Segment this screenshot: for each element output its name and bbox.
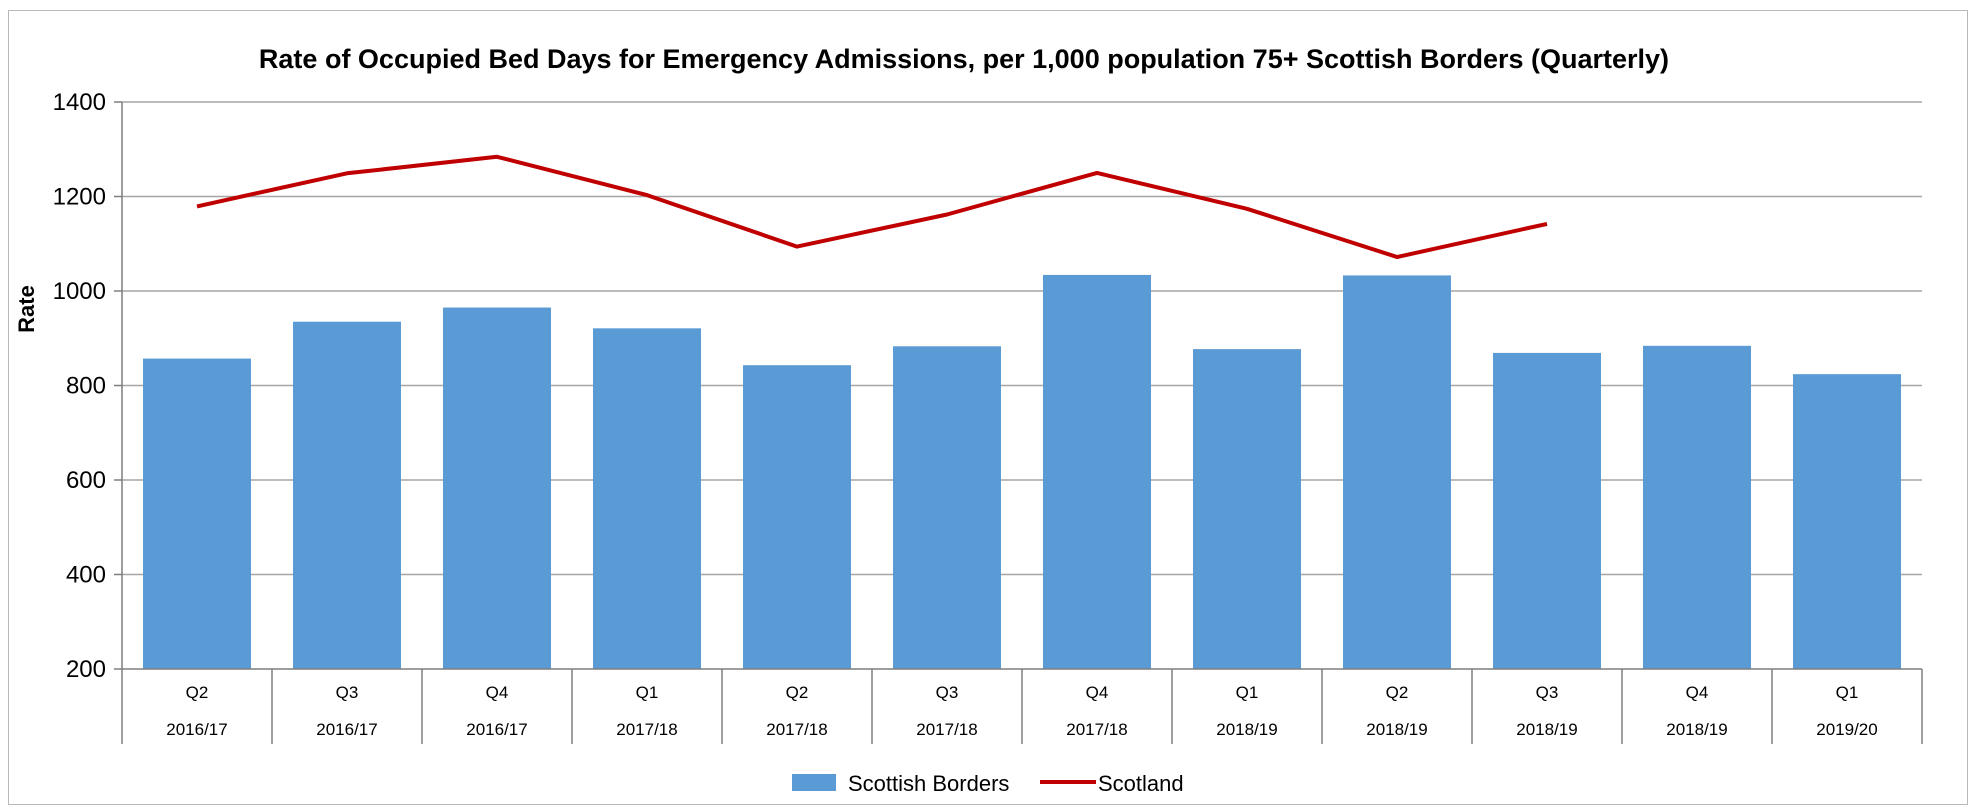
x-tick-label-year: 2016/17 <box>166 720 227 739</box>
x-tick-label-quarter: Q3 <box>336 683 359 702</box>
y-tick-label: 600 <box>66 467 106 494</box>
x-tick-label-year: 2018/19 <box>1666 720 1727 739</box>
x-tick-label-quarter: Q1 <box>636 683 659 702</box>
x-tick-label-year: 2019/20 <box>1816 720 1877 739</box>
x-tick-label-year: 2018/19 <box>1516 720 1577 739</box>
bar-scottish-borders <box>143 358 251 669</box>
axes <box>121 102 1923 744</box>
x-tick-label-quarter: Q2 <box>786 683 809 702</box>
line-scotland <box>196 154 1548 259</box>
x-tick-label-year: 2016/17 <box>466 720 527 739</box>
x-tick-label-year: 2017/18 <box>616 720 677 739</box>
x-tick-label-quarter: Q4 <box>486 683 509 702</box>
chart-title: Rate of Occupied Bed Days for Emergency … <box>259 44 1669 74</box>
x-tick-label-quarter: Q4 <box>1686 683 1709 702</box>
y-tick-labels: 200 400 600 800 1000 1200 1400 <box>53 89 106 683</box>
y-axis-label: Rate <box>14 285 39 333</box>
line-series <box>196 154 1548 259</box>
chart: Rate of Occupied Bed Days for Emergency … <box>14 44 1923 796</box>
bar-scottish-borders <box>1043 274 1151 669</box>
x-tick-label-quarter: Q3 <box>936 683 959 702</box>
bar-series <box>143 274 1901 669</box>
chart-frame: Rate of Occupied Bed Days for Emergency … <box>8 10 1968 805</box>
x-tick-labels: Q2 2016/17 Q3 2016/17 Q4 2016/17 Q1 2017/18 Q2 20… <box>166 683 1877 739</box>
bar-scottish-borders <box>1793 374 1901 669</box>
bar-scottish-borders <box>1193 349 1301 669</box>
y-tick-label: 800 <box>66 373 106 400</box>
x-tick-label-quarter: Q2 <box>186 683 209 702</box>
bar-scottish-borders <box>443 307 551 669</box>
x-tick-label-year: 2018/19 <box>1216 720 1277 739</box>
y-tick-label: 1400 <box>53 89 106 116</box>
x-tick-label-year: 2017/18 <box>916 720 977 739</box>
x-tick-label-quarter: Q1 <box>1836 683 1859 702</box>
y-tick-label: 1000 <box>53 278 106 305</box>
bar-scottish-borders <box>1643 345 1751 669</box>
bar-scottish-borders <box>293 321 401 669</box>
gridlines <box>114 101 1922 670</box>
x-tick-label-year: 2016/17 <box>316 720 377 739</box>
x-tick-label-year: 2017/18 <box>1066 720 1127 739</box>
x-tick-label-quarter: Q3 <box>1536 683 1559 702</box>
bar-scottish-borders <box>1493 352 1601 669</box>
legend-label-scottish-borders: Scottish Borders <box>848 771 1009 796</box>
legend-swatch-scottish-borders <box>792 774 836 791</box>
bar-scottish-borders <box>743 365 851 669</box>
bar-scottish-borders <box>593 328 701 669</box>
y-tick-label: 200 <box>66 656 106 683</box>
bar-scottish-borders <box>1343 275 1451 669</box>
x-tick-label-year: 2017/18 <box>766 720 827 739</box>
x-tick-label-quarter: Q1 <box>1236 683 1259 702</box>
bar-scottish-borders <box>893 346 1001 669</box>
legend: Scottish Borders Scotland <box>792 771 1184 796</box>
y-tick-label: 1200 <box>53 184 106 211</box>
legend-label-scotland: Scotland <box>1098 771 1184 796</box>
x-tick-label-quarter: Q4 <box>1086 683 1109 702</box>
y-tick-label: 400 <box>66 562 106 589</box>
x-tick-label-quarter: Q2 <box>1386 683 1409 702</box>
x-tick-label-year: 2018/19 <box>1366 720 1427 739</box>
